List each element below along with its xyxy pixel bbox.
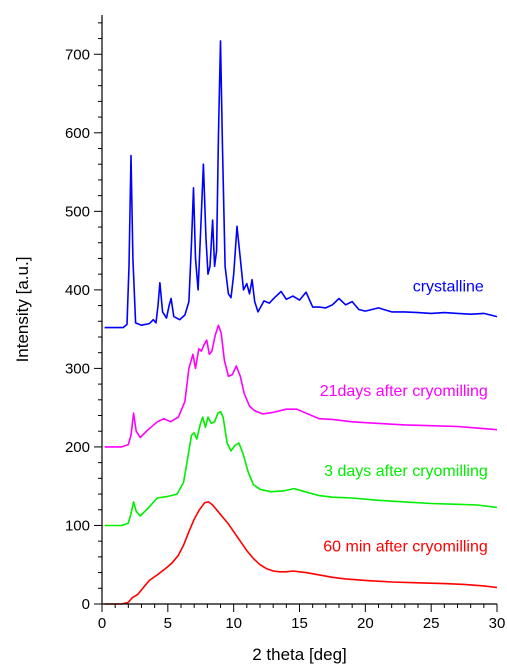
axes-layer <box>101 15 497 605</box>
y-tick-label: 100 <box>65 517 90 534</box>
y-tick-label: 500 <box>65 203 90 220</box>
series-label: crystalline <box>413 278 484 295</box>
x-tick-label: 5 <box>164 615 172 632</box>
y-tick-label: 400 <box>65 282 90 299</box>
y-axis-title: Intensity [a.u.] <box>13 257 32 363</box>
y-tick-label: 300 <box>65 360 90 377</box>
x-tick-label: 15 <box>291 615 308 632</box>
x-tick-label: 25 <box>423 615 440 632</box>
series-line-3-days-after-cryomilling <box>104 410 498 527</box>
series-label: 21days after cryomilling <box>320 383 488 400</box>
x-axis-title: 2 theta [deg] <box>252 645 347 664</box>
labels-layer: crystalline 21days after cryomilling 3 day… <box>320 278 488 555</box>
y-tick-label: 600 <box>65 125 90 142</box>
y-tick-label: 700 <box>65 46 90 63</box>
x-tick-label: 30 <box>489 615 506 632</box>
series-line-60-min-after-cryomilling <box>104 501 498 605</box>
series-label: 3 days after cryomilling <box>324 463 488 480</box>
x-tick-label: 20 <box>357 615 374 632</box>
x-tick-label: 0 <box>98 615 106 632</box>
series-line-crystalline <box>104 40 498 329</box>
series-layer <box>104 40 498 605</box>
y-tick-label: 0 <box>82 596 90 613</box>
y-tick-label: 200 <box>65 439 90 456</box>
series-line-21days-after-cryomilling <box>104 324 498 448</box>
x-tick-label: 10 <box>225 615 242 632</box>
series-label: 60 min after cryomilling <box>323 538 488 555</box>
